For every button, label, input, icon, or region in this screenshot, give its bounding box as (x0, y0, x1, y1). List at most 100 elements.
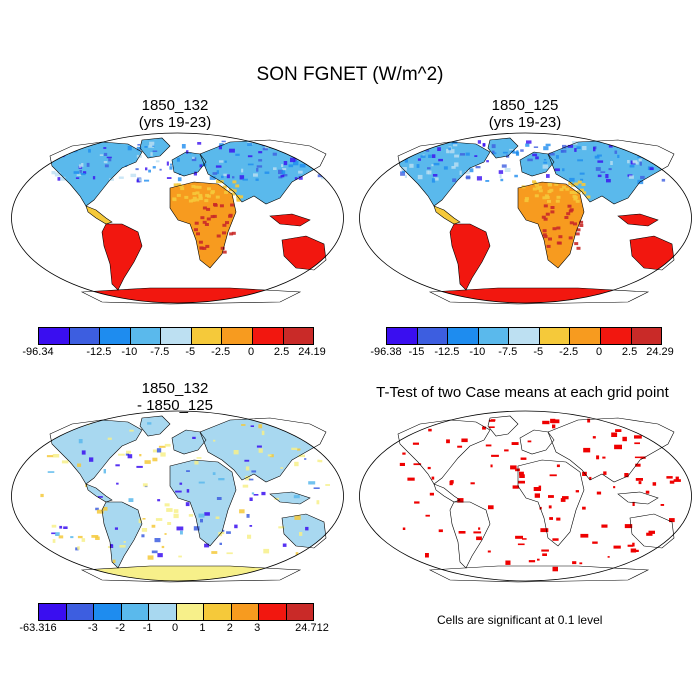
grid-cell (231, 192, 236, 196)
grid-cell (280, 467, 284, 469)
grid-cell (130, 173, 137, 178)
grid-cell (272, 152, 277, 156)
landmass-northamerica (50, 420, 142, 484)
grid-cell (77, 535, 83, 539)
grid-cell (543, 161, 548, 164)
grid-cell (291, 447, 298, 450)
grid-cell (103, 469, 106, 474)
colorbar-swatch (69, 328, 101, 344)
grid-cell (81, 163, 84, 167)
significant-cell (505, 560, 511, 565)
grid-cell (127, 146, 132, 151)
significant-cell (666, 476, 673, 479)
panel1-title: 1850_132 (yrs 19-23) (45, 97, 305, 131)
grid-cell (239, 195, 244, 199)
significant-cell (646, 532, 653, 536)
grid-cell (281, 170, 286, 175)
grid-cell (155, 160, 160, 163)
grid-cell (498, 170, 504, 174)
significant-cell (490, 419, 496, 421)
grid-cell (75, 547, 79, 551)
grid-cell (545, 212, 550, 216)
grid-cell (188, 199, 193, 203)
grid-cell (219, 143, 224, 147)
grid-cell (194, 460, 199, 465)
grid-cell (232, 176, 235, 179)
grid-cell (426, 170, 429, 175)
map-border (359, 132, 692, 304)
colorbar-tick-label: 24.19 (298, 346, 326, 358)
coastline-southamerica (101, 223, 143, 291)
grid-cell (294, 461, 299, 467)
grid-cell (151, 550, 158, 554)
colorbar-swatch (66, 604, 94, 620)
grid-cell (573, 196, 578, 199)
significant-cell (461, 438, 468, 443)
grid-cell (224, 160, 227, 163)
grid-cell (228, 188, 233, 192)
significant-cell (398, 433, 402, 436)
grid-cell (317, 459, 320, 463)
grid-cell (118, 176, 124, 179)
colorbar-swatch (149, 604, 177, 620)
grid-cell (179, 482, 183, 485)
significant-cell (515, 535, 523, 539)
grid-cell (629, 165, 635, 168)
significant-cell (425, 514, 430, 517)
significant-cell (446, 439, 450, 444)
grid-cell (180, 530, 183, 535)
grid-cell (88, 149, 91, 153)
grid-cell (216, 497, 222, 500)
grid-cell (149, 141, 155, 146)
grid-cell (193, 172, 197, 176)
grid-cell (204, 199, 209, 203)
significant-cell (552, 566, 558, 572)
grid-cell (125, 453, 130, 456)
grid-cell (195, 191, 200, 195)
significant-cell (491, 454, 499, 457)
significant-cell (540, 528, 549, 533)
grid-cell (221, 140, 226, 143)
grid-cell (267, 454, 272, 457)
significant-cell (635, 463, 641, 467)
grid-cell (499, 174, 502, 178)
grid-cell (198, 193, 203, 197)
grid-cell (298, 176, 303, 180)
colorbar-difference (38, 603, 314, 621)
map-panel-1850-125 (359, 132, 692, 305)
grid-cell (274, 497, 280, 500)
grid-cell (170, 163, 173, 166)
coastline-centralamerica (85, 205, 113, 225)
panel1-title-line2: (yrs 19-23) (138, 114, 212, 131)
colorbar-tick-label: -63.316 (19, 622, 57, 634)
grid-cell (247, 155, 253, 158)
grid-cell (239, 175, 245, 180)
grid-cell (138, 518, 142, 524)
significant-cell (601, 524, 608, 528)
grid-cell (524, 197, 529, 201)
panel3-title-line2: - 1850_125 (137, 397, 213, 414)
grid-cell (144, 179, 150, 182)
grid-cell (428, 170, 432, 175)
grid-cell (220, 531, 225, 535)
grid-cell (614, 150, 618, 154)
colorbar-tick-label: -10 (121, 346, 138, 358)
coastline-africa (169, 181, 237, 269)
landmass-africa (518, 182, 584, 268)
map-land-group (40, 416, 332, 581)
grid-cell (226, 174, 230, 179)
landmass-southamerica (450, 502, 490, 568)
colorbar-tick-label: 1 (199, 622, 206, 634)
colorbar-tick-label: 0 (248, 346, 255, 358)
grid-cell (96, 509, 104, 514)
grid-cell (595, 167, 601, 171)
grid-cell (205, 244, 210, 248)
grid-cell (542, 196, 547, 200)
grid-cell (223, 173, 228, 177)
coastline-indonesia (269, 491, 311, 505)
grid-cell (548, 237, 552, 241)
colorbar-swatch (509, 328, 540, 344)
grid-cell (189, 152, 192, 154)
grid-cell (502, 151, 508, 154)
grid-cell (292, 154, 299, 157)
